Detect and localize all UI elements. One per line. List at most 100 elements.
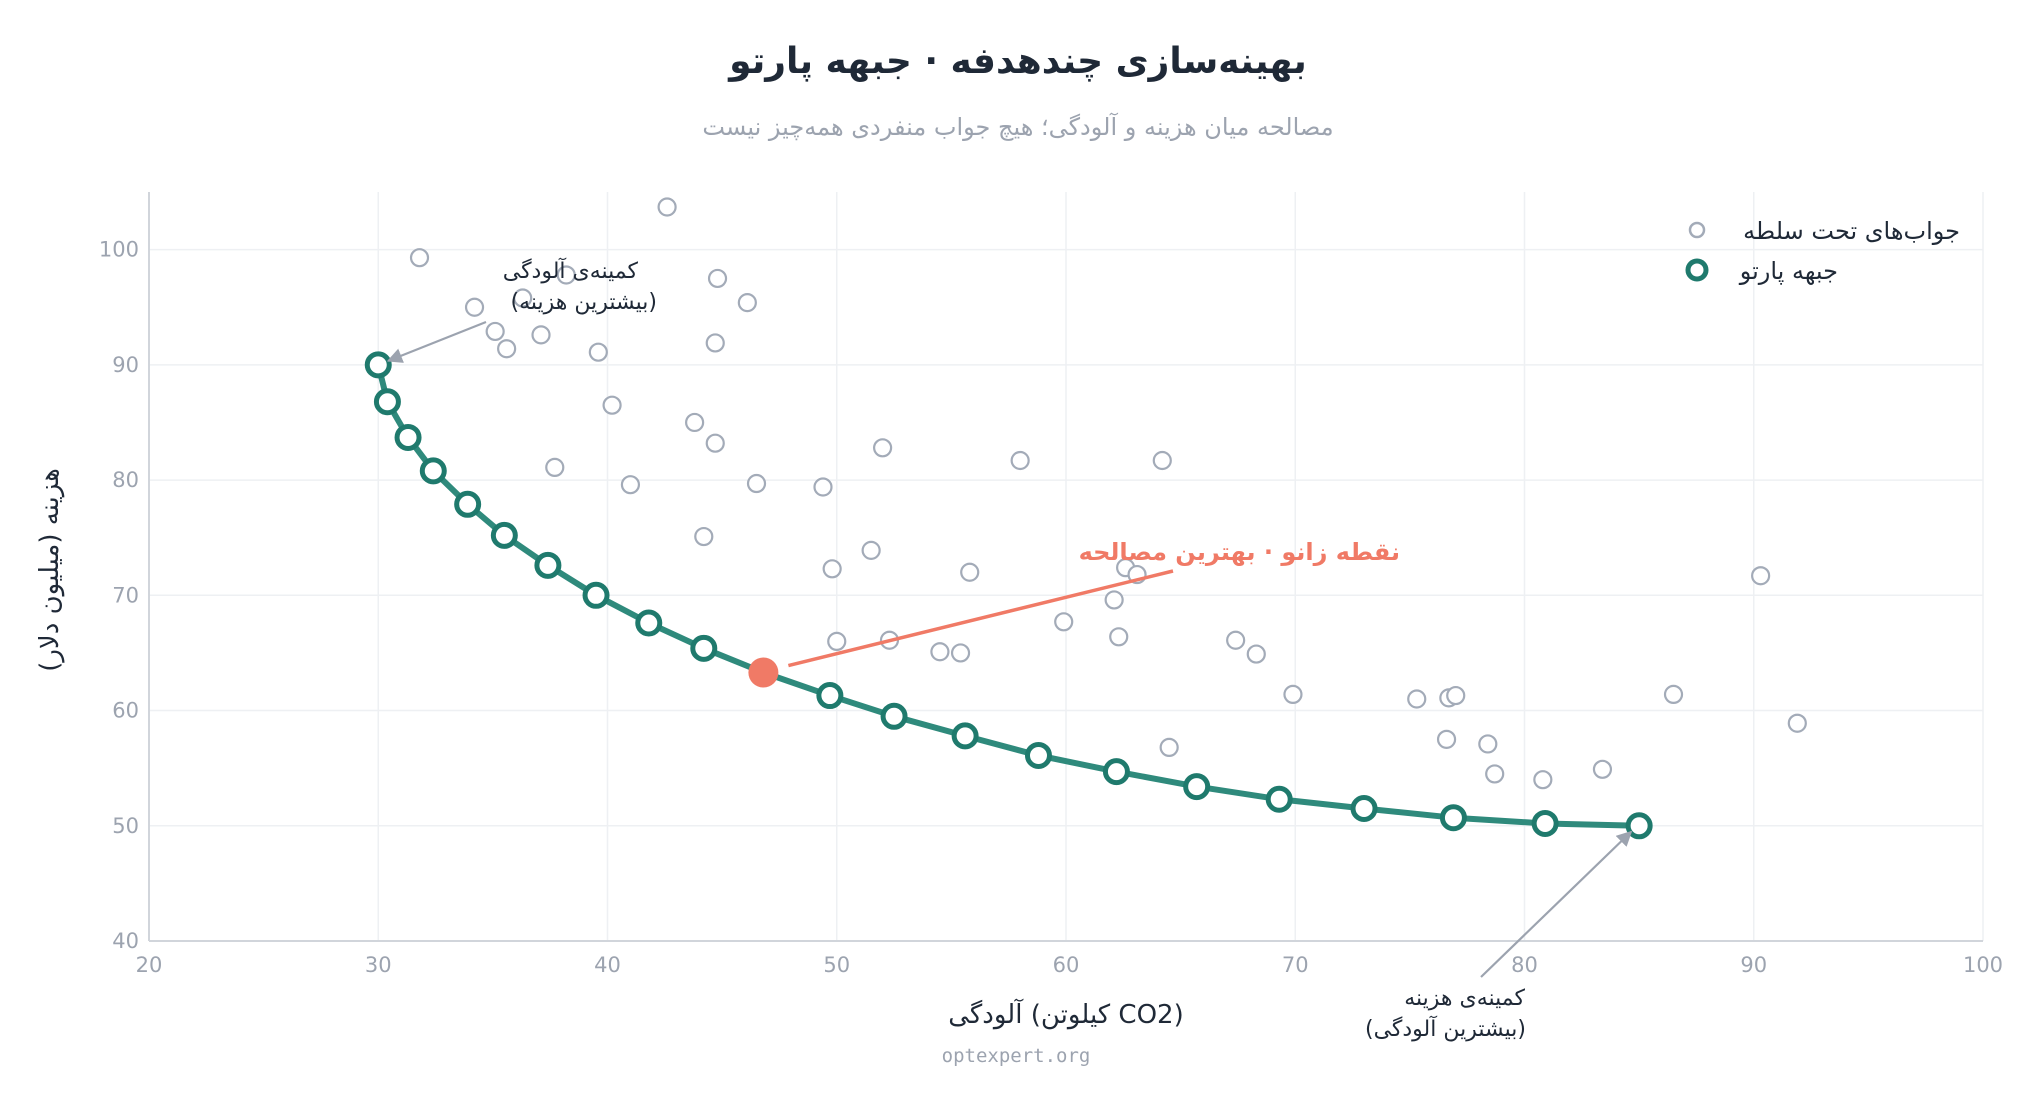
y-tick-label: 90 [112, 353, 139, 377]
dominated-point [746, 473, 767, 494]
pareto-point [816, 682, 844, 710]
dominated-point [588, 342, 608, 362]
tick-labels: 20 30 40 50 60 70 80 90 100 40 50 60 70 80 90 100 [99, 238, 2003, 977]
pareto-point [635, 609, 663, 637]
y-tick-label: 70 [112, 583, 139, 607]
pareto-point [880, 702, 908, 730]
y-tick-label: 80 [112, 468, 139, 492]
dominated-series [409, 197, 1807, 790]
knee-callout-line [787, 569, 1174, 668]
pareto-front-series [364, 351, 1653, 840]
dominated-point [531, 325, 551, 345]
annotation-min-cost-line2: (بیشترین آلودگی) [1365, 1015, 1526, 1042]
dominated-point [1104, 590, 1124, 610]
dominated-point [545, 457, 565, 478]
watermark: optexpert.org [942, 1045, 1091, 1067]
pareto-point [419, 457, 447, 485]
annotation-arrow-min-cost [1480, 830, 1633, 978]
chart-subtitle: مصالحه میان هزینه و آلودگی؛ هیچ جواب منف… [702, 112, 1333, 141]
x-tick-label: 30 [365, 953, 392, 977]
dominated-point [1485, 764, 1505, 784]
annotation-min-pollution-line1: کمینه‌ی آلودگی [503, 257, 639, 284]
x-tick-label: 70 [1282, 953, 1309, 977]
annotation-min-pollution-line2: (بیشترین هزینه) [510, 290, 657, 315]
pareto-point [1024, 741, 1052, 769]
dominated-point [1054, 612, 1074, 632]
dominated-point [1787, 713, 1807, 733]
dominated-point [861, 540, 881, 560]
x-tick-label: 40 [594, 953, 621, 977]
dominated-point [497, 339, 517, 359]
dominated-point [827, 631, 847, 652]
dominated-point [1283, 684, 1303, 705]
grid [148, 192, 1984, 942]
dominated-point [409, 248, 430, 268]
dominated-point [1226, 630, 1246, 650]
dominated-point [602, 395, 622, 415]
pareto-point [951, 722, 979, 750]
chart-title: بهینه‌سازی چندهدفه · جبهه پارتو [727, 41, 1307, 82]
dominated-point [513, 288, 533, 308]
dominated-point [813, 477, 833, 497]
dominated-point [705, 333, 725, 353]
legend-dominated-label: جواب‌های تحت سلطه [1743, 217, 1960, 245]
dominated-point [705, 433, 725, 453]
dominated-point [1533, 770, 1553, 790]
knee-label: نقطه زانو · بهترین مصالحه [1079, 538, 1400, 566]
pareto-point [454, 490, 482, 518]
pareto-point [1265, 785, 1293, 813]
dominated-point [822, 559, 842, 579]
pareto-point [1183, 773, 1211, 801]
pareto-point [394, 423, 422, 451]
dominated-point [694, 526, 714, 547]
annotation-min-cost-line1: کمینه‌ی هزینه [1404, 986, 1525, 1011]
dominated-point [1010, 450, 1030, 471]
legend-dominated-marker [1688, 221, 1706, 239]
dominated-point [1407, 689, 1427, 709]
dominated-point [1478, 734, 1498, 754]
dominated-point [1109, 627, 1129, 647]
pareto-point [364, 351, 392, 379]
x-tick-label: 60 [1053, 953, 1080, 977]
annotation-arrow-min-pollution [386, 320, 487, 363]
y-tick-label: 40 [112, 929, 139, 953]
pareto-point [1102, 758, 1130, 786]
dominated-point [1592, 759, 1613, 779]
dominated-point [737, 293, 757, 313]
dominated-point [960, 562, 980, 582]
pareto-point [1350, 794, 1378, 822]
dominated-point [1159, 737, 1179, 758]
x-tick-label: 80 [1511, 953, 1538, 977]
dominated-point [1152, 450, 1172, 471]
y-tick-label: 50 [112, 814, 139, 838]
dominated-point [464, 297, 485, 317]
dominated-point [930, 642, 950, 662]
legend: جواب‌های تحت سلطه جبهه پارتو [1685, 217, 1960, 285]
x-tick-label: 90 [1740, 953, 1767, 977]
y-tick-label: 60 [112, 699, 139, 723]
dominated-point [950, 643, 971, 663]
dominated-point [1446, 685, 1466, 706]
pareto-point [490, 521, 518, 549]
y-tick-label: 100 [99, 238, 139, 262]
dominated-point [872, 438, 893, 458]
pareto-point [534, 551, 562, 579]
knee-point [748, 657, 779, 688]
x-tick-label: 20 [136, 953, 163, 977]
pareto-point [690, 634, 718, 662]
y-axis-label: هزینه (میلیون دلار) [35, 468, 65, 672]
axes [148, 192, 1983, 942]
knee-point-group: نقطه زانو · بهترین مصالحه [748, 538, 1400, 688]
x-tick-label: 100 [1963, 953, 2003, 977]
annotations: کمینه‌ی آلودگی (بیشترین هزینه) کمینه‌ی هزی… [386, 257, 1633, 1042]
legend-front-marker [1685, 258, 1709, 282]
dominated-point [556, 265, 576, 285]
dominated-point [685, 412, 705, 433]
x-axis-label: آلودگی (کیلوتن CO2) [948, 998, 1184, 1030]
pareto-point [1531, 809, 1559, 837]
dominated-point [1751, 566, 1771, 586]
dominated-point [1436, 729, 1457, 749]
dominated-point [707, 268, 728, 289]
pareto-point [373, 388, 401, 416]
